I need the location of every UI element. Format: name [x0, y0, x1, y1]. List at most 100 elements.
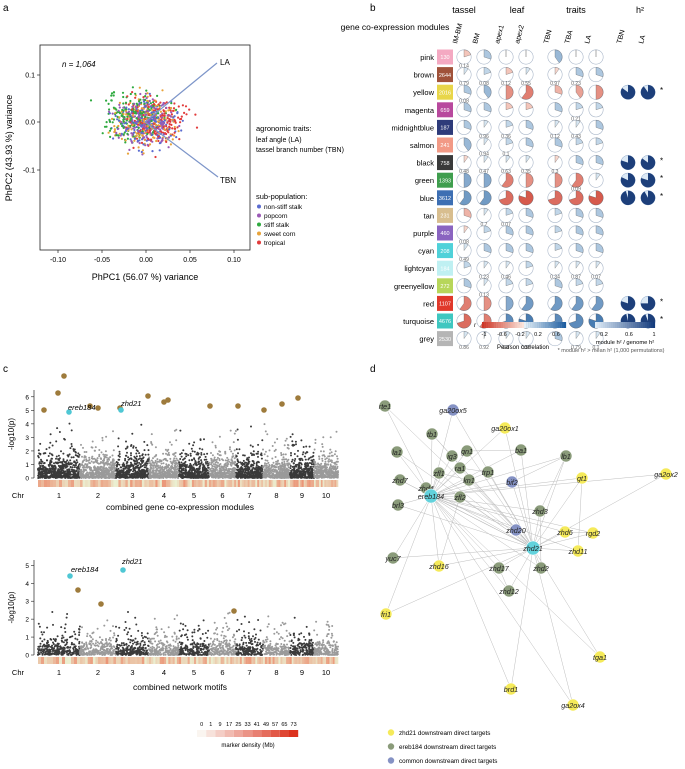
snp-point [75, 462, 78, 465]
corr-pvalue: 0.09 [571, 187, 581, 193]
corr-pvalue: 0.14 [459, 64, 469, 70]
corr-pie-wedge [505, 102, 514, 111]
pca-point [141, 123, 144, 127]
pca-point [179, 121, 182, 124]
corr-legend-bar [536, 322, 539, 328]
snp-point [203, 453, 206, 456]
module-gene-count: 2644 [439, 73, 451, 79]
snp-point [134, 476, 137, 479]
snp-point [117, 445, 120, 448]
snp-point [88, 461, 91, 464]
snp-point [97, 466, 100, 469]
snp-point [188, 459, 191, 462]
snp-point [94, 476, 96, 479]
snp-point [235, 455, 238, 458]
snp-point [93, 449, 96, 452]
snp-point [219, 463, 222, 465]
snp-point [43, 462, 46, 464]
snp-point [230, 450, 233, 453]
snp-point [105, 435, 108, 438]
h2-legend-bar [609, 322, 612, 328]
snp-point [229, 429, 232, 432]
h2-legend-bar [637, 322, 640, 328]
corr-pie-wedge [463, 49, 472, 58]
pca-point [140, 131, 143, 135]
snp-point [69, 462, 72, 465]
snp-point [204, 476, 207, 479]
pca-point [126, 115, 129, 118]
pca-point [159, 110, 162, 113]
snp-point [150, 433, 153, 436]
corr-legend-bar [498, 322, 501, 328]
density-cell [90, 480, 94, 487]
pca-point [151, 131, 155, 134]
pca-point [128, 148, 131, 151]
module-gene-count: 758 [440, 161, 449, 167]
pca-point [122, 118, 125, 121]
module-name: salmon [410, 141, 434, 150]
module-gene-count: 460 [440, 231, 449, 237]
snp-point [223, 468, 226, 471]
snp-point [152, 461, 154, 464]
pca-point [156, 116, 160, 119]
corr-legend-bar [494, 322, 497, 328]
snp-point [128, 468, 130, 471]
snp-point [189, 454, 192, 457]
snp-point [266, 433, 269, 436]
snp-point [127, 464, 130, 467]
snp-point [84, 476, 87, 479]
snp-point [148, 460, 151, 463]
snp-point [126, 464, 128, 467]
snp-point [116, 471, 119, 474]
snp-point [69, 466, 72, 469]
snp-point [203, 458, 206, 461]
snp-point [53, 467, 56, 470]
snp-point [256, 470, 259, 473]
chromosome-label: 7 [247, 491, 251, 500]
snp-point [187, 466, 190, 469]
module-name: tan [424, 211, 434, 220]
snp-point [204, 461, 207, 464]
snp-point [49, 433, 52, 436]
pca-point [148, 92, 151, 95]
panel-label-a: a [3, 3, 9, 14]
pca-point [168, 118, 171, 121]
snp-point [250, 452, 252, 455]
snp-point [211, 470, 214, 472]
snp-point [185, 475, 188, 478]
snp-point [174, 471, 177, 474]
density-cell [187, 480, 190, 487]
pca-point [139, 98, 142, 101]
snp-point [224, 459, 227, 462]
density-cell [146, 480, 150, 487]
snp-point [210, 461, 213, 464]
pca-point [150, 112, 153, 115]
pca-point [130, 122, 133, 125]
density-cell [134, 480, 138, 487]
group-title: leaf [510, 5, 525, 15]
snp-point [259, 467, 262, 470]
pca-point [172, 116, 175, 119]
snp-point [175, 439, 178, 442]
snp-point [174, 466, 177, 469]
chromosome-label: 1 [57, 491, 61, 500]
pca-point [122, 133, 125, 136]
pca-point [146, 132, 149, 136]
snp-point [82, 470, 85, 473]
pca-point [165, 140, 168, 143]
density-cell [224, 480, 227, 487]
snp-point [240, 470, 243, 473]
density-cell [161, 480, 165, 487]
snp-point [201, 475, 204, 478]
snp-point [253, 454, 255, 456]
snp-point [287, 462, 290, 465]
snp-point [80, 443, 82, 446]
density-cell [50, 480, 54, 487]
snp-point [208, 463, 211, 466]
corr-pie-wedge [505, 67, 514, 75]
snp-point [52, 476, 55, 479]
density-cell [80, 480, 83, 487]
snp-point [263, 423, 266, 426]
snp-point [69, 459, 72, 462]
snp-point [59, 461, 62, 464]
